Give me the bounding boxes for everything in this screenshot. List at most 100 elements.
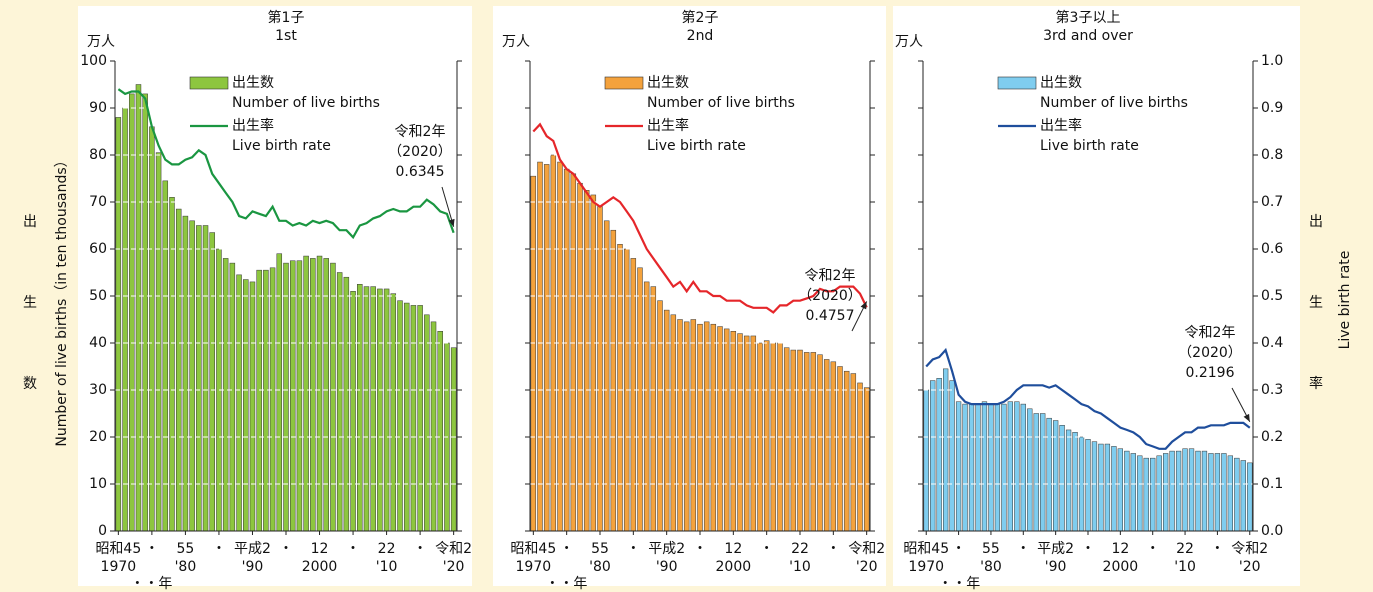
rate-line <box>117 88 455 240</box>
x-tick-label-2: '20 <box>856 559 878 575</box>
x-tick-label: 平成2 <box>234 541 271 557</box>
bar <box>737 333 743 532</box>
annotation: （2020） <box>1178 345 1242 361</box>
x-tick-label-2: '20 <box>443 559 465 575</box>
bar <box>397 300 403 532</box>
x-tick-label: ・ <box>626 541 640 557</box>
bar <box>857 382 863 532</box>
unit-label: 万人 <box>895 34 923 50</box>
x-tick-label: ・ <box>693 541 707 557</box>
y2-tick-label: 0.0 <box>1261 523 1283 539</box>
bar <box>1098 443 1104 532</box>
bar <box>962 403 968 532</box>
bar <box>289 260 296 532</box>
bar <box>169 197 175 532</box>
bar <box>263 269 269 532</box>
bar <box>417 305 423 532</box>
bar <box>336 272 343 532</box>
y-tick-label: 100 <box>80 53 107 69</box>
unit-label: 万人 <box>87 34 115 50</box>
y2-tick-label: 1.0 <box>1261 53 1283 69</box>
bar <box>1091 441 1098 532</box>
bar <box>1001 403 1007 532</box>
x-tick-label: 令和2 <box>1231 541 1268 557</box>
x-tick-label: ・ <box>760 541 774 557</box>
bar <box>1033 413 1039 532</box>
bar <box>863 387 870 532</box>
arrow-head <box>1243 413 1250 422</box>
bar <box>243 279 249 532</box>
bar <box>1175 450 1182 532</box>
bar <box>1027 408 1033 532</box>
bar <box>209 232 215 532</box>
bar <box>1085 439 1091 532</box>
bar <box>1227 455 1233 532</box>
legend-sublabel: Number of live births <box>647 95 795 111</box>
bar <box>650 286 657 532</box>
panel-subtitle: 1st <box>275 28 297 44</box>
legend-label: 出生率 <box>1040 117 1082 134</box>
bar <box>570 173 577 532</box>
x-tick-label-2: '10 <box>1174 559 1196 575</box>
bar <box>730 331 737 532</box>
y2-tick-label: 0.6 <box>1261 241 1283 257</box>
x-tick-label-2: '20 <box>1239 559 1261 575</box>
bar <box>310 258 316 532</box>
bar <box>1221 453 1227 532</box>
bar <box>1214 453 1221 532</box>
x-tick-label: 12 <box>1111 541 1129 557</box>
x-tick-label: ・ <box>413 541 427 557</box>
bar <box>723 328 730 532</box>
y-tick-label: 30 <box>89 382 107 398</box>
bar <box>670 314 677 532</box>
bar <box>994 403 1001 532</box>
x-tick-label-2: '10 <box>376 559 398 575</box>
bar <box>843 370 850 532</box>
bar <box>1014 401 1020 532</box>
bar <box>135 84 142 532</box>
bar <box>363 286 370 532</box>
x-tick-label: 平成2 <box>1037 541 1074 557</box>
bar <box>943 368 949 532</box>
bar <box>743 335 750 532</box>
y-tick-label: 20 <box>89 429 107 445</box>
bar <box>129 93 135 532</box>
bar <box>390 293 397 532</box>
bar <box>155 152 162 532</box>
bar <box>1059 425 1065 532</box>
bar <box>690 319 697 532</box>
x-tick-label: 昭和45 <box>510 541 556 557</box>
x-axis-label: ・・年 <box>545 576 587 592</box>
bar <box>643 281 650 532</box>
bar <box>236 274 242 532</box>
bar <box>830 361 837 532</box>
legend-label: 出生数 <box>232 75 274 91</box>
x-axis-label: ・・年 <box>130 576 172 592</box>
y2-tick-label: 0.3 <box>1261 382 1283 398</box>
y2-tick-label: 0.7 <box>1261 194 1283 210</box>
x-tick-label: ・ <box>346 541 360 557</box>
y2-axis-title: Live birth rate <box>1337 251 1353 350</box>
bar <box>330 262 336 532</box>
bar <box>1046 417 1052 532</box>
y-tick-label: 10 <box>89 476 107 492</box>
x-tick-label-2: 1970 <box>908 559 944 575</box>
bar <box>256 269 262 532</box>
y2-axis-title-ja: 生 <box>1309 295 1323 311</box>
x-tick-label-2: 1970 <box>101 559 137 575</box>
legend-sublabel: Live birth rate <box>232 138 331 154</box>
x-tick-label: 55 <box>176 541 194 557</box>
legend-label: 出生率 <box>232 117 274 134</box>
x-tick-label: ・ <box>1146 541 1160 557</box>
bar <box>955 401 962 532</box>
legend-label: 出生率 <box>647 117 689 134</box>
bar <box>1072 432 1078 532</box>
bar <box>930 380 936 532</box>
bar <box>1201 450 1208 532</box>
bar <box>537 161 543 532</box>
bar <box>597 206 603 532</box>
panel-subtitle: 3rd and over <box>1043 28 1133 44</box>
bar <box>797 349 803 532</box>
bar <box>162 180 169 532</box>
bar <box>923 389 929 532</box>
